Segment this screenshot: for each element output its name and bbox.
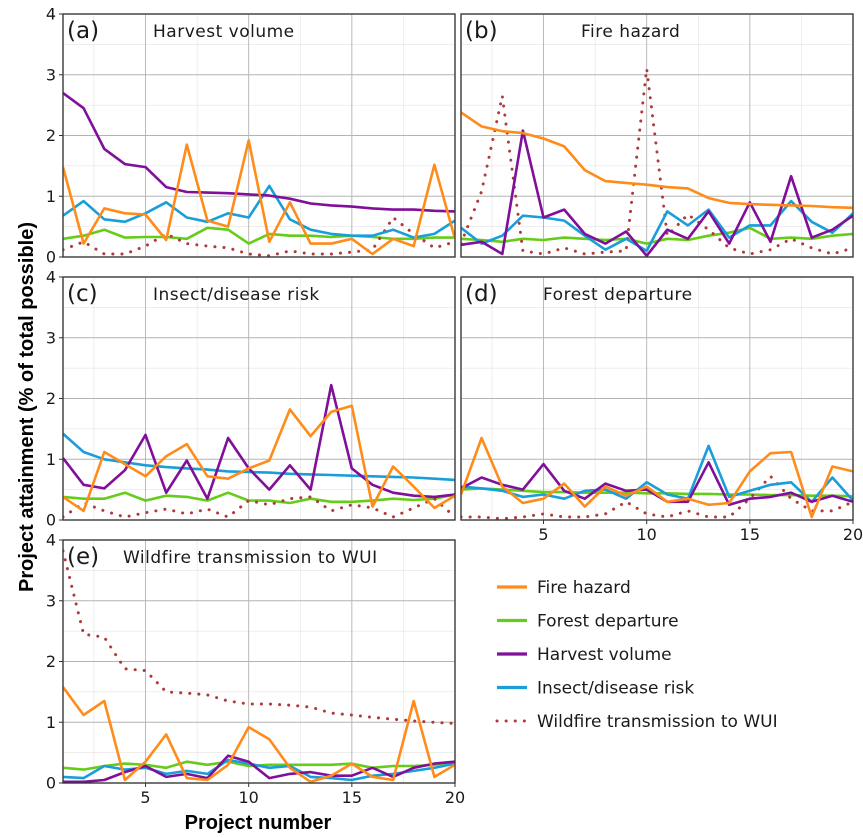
legend-item-fire-hazard: Fire hazard: [497, 578, 631, 598]
series-line-wildfire-transmission-to-wui: [461, 67, 853, 256]
y-tick-label: 2: [46, 389, 56, 408]
legend-label: Harvest volume: [537, 645, 672, 665]
legend-label: Insect/disease risk: [537, 679, 694, 699]
legend: Fire hazard Forest departure Harvest volum…: [495, 578, 778, 732]
panel-label: (d): [465, 281, 498, 307]
panel-title: Forest departure: [543, 285, 693, 305]
x-tick-label: 5: [140, 788, 150, 807]
y-tick-label: 0: [46, 248, 56, 267]
y-tick-label: 4: [46, 5, 56, 24]
series-line-harvest-volume: [461, 129, 853, 257]
series-line-fire-hazard: [63, 404, 455, 513]
panel-c: 0 1 2 3 4 (c) Insect/disease risk: [46, 268, 456, 530]
panel-a: 0 1 2 3 4 (a) Harvest volume: [46, 5, 456, 267]
legend-item-wildfire-transmission-to-wui: Wildfire transmission to WUI: [495, 712, 778, 732]
x-tick-label: 10: [239, 788, 259, 807]
series-lines: [461, 436, 853, 520]
x-tick-label: 5: [538, 525, 548, 544]
y-tick-label: 1: [46, 450, 56, 469]
series-line-fire-hazard: [63, 686, 455, 783]
y-tick-label: 3: [46, 591, 56, 610]
series-line-fire-hazard: [461, 111, 853, 210]
y-tick-label: 1: [46, 713, 56, 732]
y-tick-label: 2: [46, 126, 56, 145]
series-line-wildfire-transmission-to-wui: [63, 495, 455, 519]
panel-b: (b) Fire hazard: [460, 13, 854, 258]
legend-item-harvest-volume: Harvest volume: [497, 645, 672, 665]
series-line-insect-disease-risk: [461, 444, 853, 504]
series-line-forest-departure: [63, 226, 455, 245]
series-line-forest-departure: [63, 491, 455, 505]
panel-d: 5 10 15 20 (d) Forest departure: [460, 276, 863, 544]
x-tick-label: 20: [843, 525, 863, 544]
x-tick-label: 10: [637, 525, 657, 544]
panel-border: [460, 276, 854, 521]
panel-title: Fire hazard: [581, 22, 680, 42]
panel-title: Insect/disease risk: [153, 285, 320, 305]
x-axis-title: Project number: [185, 812, 332, 834]
series-line-fire-hazard: [63, 139, 455, 256]
series-line-wildfire-transmission-to-wui: [63, 216, 455, 257]
y-tick-label: 2: [46, 652, 56, 671]
y-axis-title: Project attainment (% of total possible): [16, 222, 38, 592]
x-tick-label: 15: [740, 525, 760, 544]
y-tick-label: 3: [46, 328, 56, 347]
series-line-insect-disease-risk: [63, 184, 455, 239]
series-lines: [63, 91, 455, 257]
legend-label: Fire hazard: [537, 578, 631, 598]
series-line-fire-hazard: [461, 436, 853, 519]
series-lines: [63, 383, 455, 519]
legend-item-forest-departure: Forest departure: [497, 612, 679, 632]
series-line-harvest-volume: [63, 754, 455, 783]
series-lines: [461, 67, 853, 257]
y-tick-label: 1: [46, 187, 56, 206]
panel-e: 0 1 2 3 4 5 10 15 20 (e) Wildfire transmission to …: [46, 531, 465, 808]
x-tick-label: 20: [445, 788, 465, 807]
legend-item-insect-disease-risk: Insect/disease risk: [497, 679, 694, 699]
panel-border: [460, 13, 854, 258]
series-line-harvest-volume: [63, 383, 455, 501]
legend-label: Forest departure: [537, 612, 679, 632]
panel-label: (e): [67, 544, 99, 570]
y-tick-label: 4: [46, 268, 56, 287]
x-tick-label: 15: [342, 788, 362, 807]
y-tick-label: 0: [46, 774, 56, 793]
panel-label: (a): [67, 18, 99, 44]
panel-label: (b): [465, 18, 498, 44]
y-tick-label: 3: [46, 65, 56, 84]
panel-label: (c): [67, 281, 98, 307]
series-lines: [63, 549, 455, 783]
panel-title: Harvest volume: [153, 22, 295, 42]
panel-title: Wildfire transmission to WUI: [123, 548, 378, 568]
y-tick-label: 0: [46, 511, 56, 530]
y-tick-label: 4: [46, 531, 56, 550]
panels: 0 1 2 3 4 (a) Harvest volume (b) Fire hazard 0 1 2 3…: [46, 5, 863, 808]
legend-label: Wildfire transmission to WUI: [537, 712, 778, 732]
